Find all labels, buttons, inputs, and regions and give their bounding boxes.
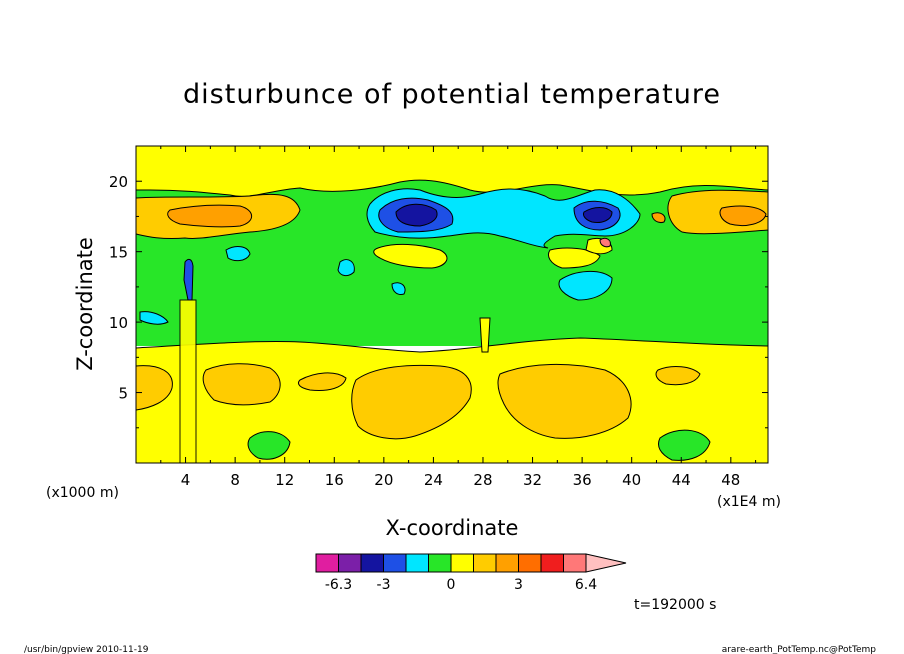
colorbar-label: 0 — [447, 577, 456, 593]
field-navy-right — [583, 207, 613, 223]
colorbar-label: -6.3 — [325, 577, 352, 593]
field-orange-lower-d — [497, 363, 632, 439]
colorbar-swatch — [518, 553, 542, 573]
y-tick-label: 20 — [109, 173, 128, 191]
field-green-lower-a — [247, 431, 291, 460]
field-orange-small-right — [651, 212, 666, 223]
x-tick-label: 4 — [181, 471, 191, 489]
x-unit-right: (x1E4 m) — [717, 494, 781, 510]
field-orange-lower-left — [136, 365, 173, 411]
field-pink-small — [599, 237, 611, 248]
colorbar-swatch — [405, 553, 429, 573]
field-orange-right-core — [719, 205, 767, 227]
x-tick-label: 32 — [523, 471, 542, 489]
y-axis-label: Z-coordinate — [73, 237, 97, 371]
plot-area — [136, 146, 768, 463]
colorbar — [315, 553, 627, 573]
colorbar-label: -3 — [377, 577, 391, 593]
field-cyan-small-a — [225, 246, 251, 262]
x-tick-label: 24 — [424, 471, 443, 489]
colorbar-swatch — [563, 553, 587, 573]
x-unit-left: (x1000 m) — [46, 485, 119, 501]
x-tick-label: 48 — [721, 471, 740, 489]
footer-left: /usr/bin/gpview 2010-11-19 — [24, 645, 149, 654]
field-orange-lower-e — [655, 366, 701, 386]
field-cyan-left-edge — [139, 311, 169, 325]
field-navy-left — [395, 203, 438, 227]
field-orange-lower-c — [351, 364, 472, 440]
x-tick-label: 16 — [325, 471, 344, 489]
colorbar-swatch — [473, 553, 497, 573]
field-column-mid — [479, 317, 491, 353]
x-tick-label: 20 — [374, 471, 393, 489]
x-tick-label: 44 — [672, 471, 691, 489]
x-tick-label: 12 — [275, 471, 294, 489]
colorbar-swatch — [338, 553, 362, 573]
field-orange-lower-a — [202, 363, 281, 406]
time-label: t=192000 s — [634, 597, 716, 613]
colorbar-labels: -6.3 -3 0 3 6.4 — [325, 577, 597, 593]
field-yellow-mid-left — [373, 243, 448, 269]
field-cyan-small-b — [337, 259, 355, 277]
y-tick-label: 10 — [109, 314, 128, 332]
x-tick-label: 28 — [473, 471, 492, 489]
x-tick-label: 40 — [622, 471, 641, 489]
field-cyan-small-c — [391, 282, 406, 295]
y-axis: 5 10 15 20 — [109, 173, 768, 429]
plot-frame — [135, 145, 769, 464]
field-orange-left-core — [167, 204, 253, 228]
x-axis-label: X-coordinate — [386, 516, 519, 540]
colorbar-label: 3 — [514, 577, 523, 593]
colorbar-swatch — [428, 553, 452, 573]
colorbar-label: 6.4 — [575, 577, 597, 593]
field-yellow-mid-right — [548, 247, 601, 269]
colorbar-swatch — [540, 553, 564, 573]
chart-title: disturbunce of potential temperature — [183, 79, 721, 110]
field-cyan-mid-right — [558, 271, 613, 301]
field-upper-yellow — [136, 146, 768, 197]
colorbar-swatch — [360, 553, 384, 573]
colorbar-swatch — [450, 553, 474, 573]
y-tick-label: 15 — [109, 244, 128, 262]
y-tick-label: 5 — [118, 385, 128, 403]
field-green-lower-b — [658, 429, 711, 461]
field-orange-lower-b — [297, 372, 347, 391]
colorbar-swatch — [495, 553, 519, 573]
colorbar-swatch — [383, 553, 407, 573]
x-tick-label: 8 — [230, 471, 240, 489]
x-axis: 4 8 12 16 20 24 28 32 36 40 44 48 — [160, 146, 757, 489]
colorbar-arrow — [585, 553, 627, 573]
footer-right: arare-earth_PotTemp.nc@PotTemp — [722, 645, 877, 654]
colorbar-swatch — [315, 553, 339, 573]
field-column-left-b — [179, 299, 197, 463]
x-tick-label: 36 — [573, 471, 592, 489]
